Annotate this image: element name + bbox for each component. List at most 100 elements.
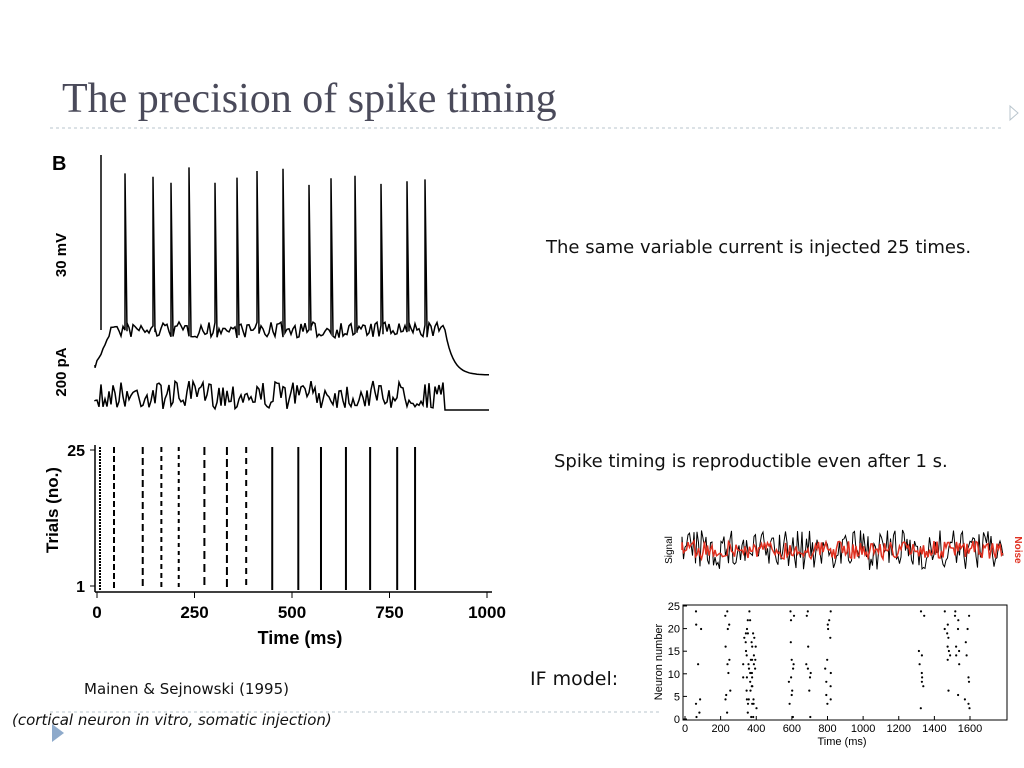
spike-dot xyxy=(828,619,831,622)
figure-left: B 30 mV 200 pA 25 1 Trials (no.) 0 250 500 750 100… xyxy=(43,153,506,648)
spike-dot xyxy=(919,707,922,710)
spike-dot xyxy=(751,645,754,648)
spike-dot xyxy=(747,663,750,666)
spike-dot xyxy=(748,610,751,613)
spike-dot xyxy=(825,693,828,697)
spike-dot xyxy=(728,658,731,661)
caption: Mainen & Sejnowski (1995) xyxy=(84,680,289,698)
spike-dot xyxy=(829,671,832,675)
spike-dot xyxy=(826,623,829,626)
spike-dot xyxy=(729,689,732,692)
y-tick-label: 25 xyxy=(67,443,85,460)
spike-dot xyxy=(728,623,731,626)
x-tick-label: 1200 xyxy=(887,723,911,735)
spike-dot xyxy=(790,693,793,697)
current-trace xyxy=(94,378,489,411)
spike-dot xyxy=(947,689,950,692)
spike-dot xyxy=(953,614,957,617)
spike-dot xyxy=(917,649,921,653)
text-block: Spike timing is reproductible even after… xyxy=(554,451,948,472)
spike-dot xyxy=(698,711,701,714)
spike-dot xyxy=(694,702,698,705)
spike-dot xyxy=(789,610,792,613)
figure-right: Signal Noise 0 5 10 15 20 25 0 200 400 600 800 1000 12… xyxy=(653,529,1023,748)
spike-dot xyxy=(788,702,791,705)
spike-dot xyxy=(947,636,950,639)
y-tick-label: 20 xyxy=(668,624,680,636)
spike-dot xyxy=(749,671,752,675)
spike-dot xyxy=(964,641,967,644)
spike-dot xyxy=(829,610,832,613)
spike-dot xyxy=(946,645,949,648)
spike-dot xyxy=(695,715,698,719)
x-tick-label: 500 xyxy=(278,603,306,622)
spike-dot xyxy=(957,693,960,697)
spike-dot xyxy=(968,707,971,710)
spike-dot xyxy=(751,702,754,705)
spike-dot xyxy=(749,658,753,661)
slide-title: The precision of spike timing xyxy=(62,76,557,122)
spike-dot xyxy=(789,619,793,622)
y-tick-label: 5 xyxy=(674,691,680,703)
spike-dot xyxy=(752,663,756,666)
spike-dot xyxy=(754,667,757,670)
spike-dot xyxy=(727,671,730,675)
spike-dot xyxy=(745,627,749,631)
spike-dot xyxy=(826,658,829,661)
spike-dot xyxy=(947,649,951,653)
spike-dot xyxy=(824,667,827,670)
x-tick-label: 0 xyxy=(92,603,101,622)
spike-dot xyxy=(922,685,925,688)
spike-dot xyxy=(825,680,828,683)
spike-dot xyxy=(792,614,796,617)
signal-label: Signal xyxy=(664,536,675,564)
spike-dot xyxy=(955,654,958,657)
spike-dot xyxy=(745,676,749,679)
spike-dot xyxy=(742,663,745,666)
y-tick-label: 0 xyxy=(674,714,680,726)
spike-dot xyxy=(752,698,755,701)
spike-dot xyxy=(943,627,946,631)
spike-dot xyxy=(699,698,702,701)
spike-dot xyxy=(750,641,753,644)
spike-dot xyxy=(746,702,750,705)
spike-dot xyxy=(744,649,748,653)
spike-dot xyxy=(806,667,810,670)
spike-dot xyxy=(724,698,727,701)
spike-dot xyxy=(946,623,949,626)
scale-label: 30 mV xyxy=(53,233,70,277)
spike-dot xyxy=(724,645,727,648)
x-axis-label: Time (ms) xyxy=(258,628,343,648)
spike-dot xyxy=(787,680,791,683)
spike-dot xyxy=(808,689,811,692)
spike-dot xyxy=(829,698,832,701)
y-axis-label: Trials (no.) xyxy=(43,467,62,553)
spike-dot xyxy=(726,663,729,666)
spike-dot xyxy=(745,689,748,692)
spike-dot xyxy=(789,641,792,644)
y-tick-label: 1 xyxy=(76,579,85,596)
spike-dot xyxy=(745,698,749,701)
axes-box xyxy=(682,604,1008,721)
y-axis-label: Neuron number xyxy=(653,623,665,700)
spike-dot xyxy=(726,711,729,714)
spike-dot xyxy=(954,610,957,613)
y-tick-label: 25 xyxy=(668,601,680,613)
spike-dot xyxy=(792,667,795,670)
note: (cortical neuron in vitro, somatic injec… xyxy=(12,711,332,729)
spike-dot xyxy=(790,676,793,679)
noise-trace xyxy=(681,538,1004,562)
spike-dot xyxy=(826,702,829,705)
spike-dot xyxy=(955,645,958,648)
spike-dot xyxy=(744,641,747,644)
spike-dot xyxy=(791,689,794,692)
spike-dot xyxy=(724,614,727,617)
noise-label: Noise xyxy=(1012,536,1023,564)
spike-dot xyxy=(806,610,809,613)
x-tick-label: 600 xyxy=(783,723,801,735)
spike-dot xyxy=(963,698,967,701)
text-block: The same variable current is injected 25… xyxy=(546,237,972,258)
spike-dot xyxy=(747,698,750,701)
x-tick-label: 750 xyxy=(375,603,403,622)
